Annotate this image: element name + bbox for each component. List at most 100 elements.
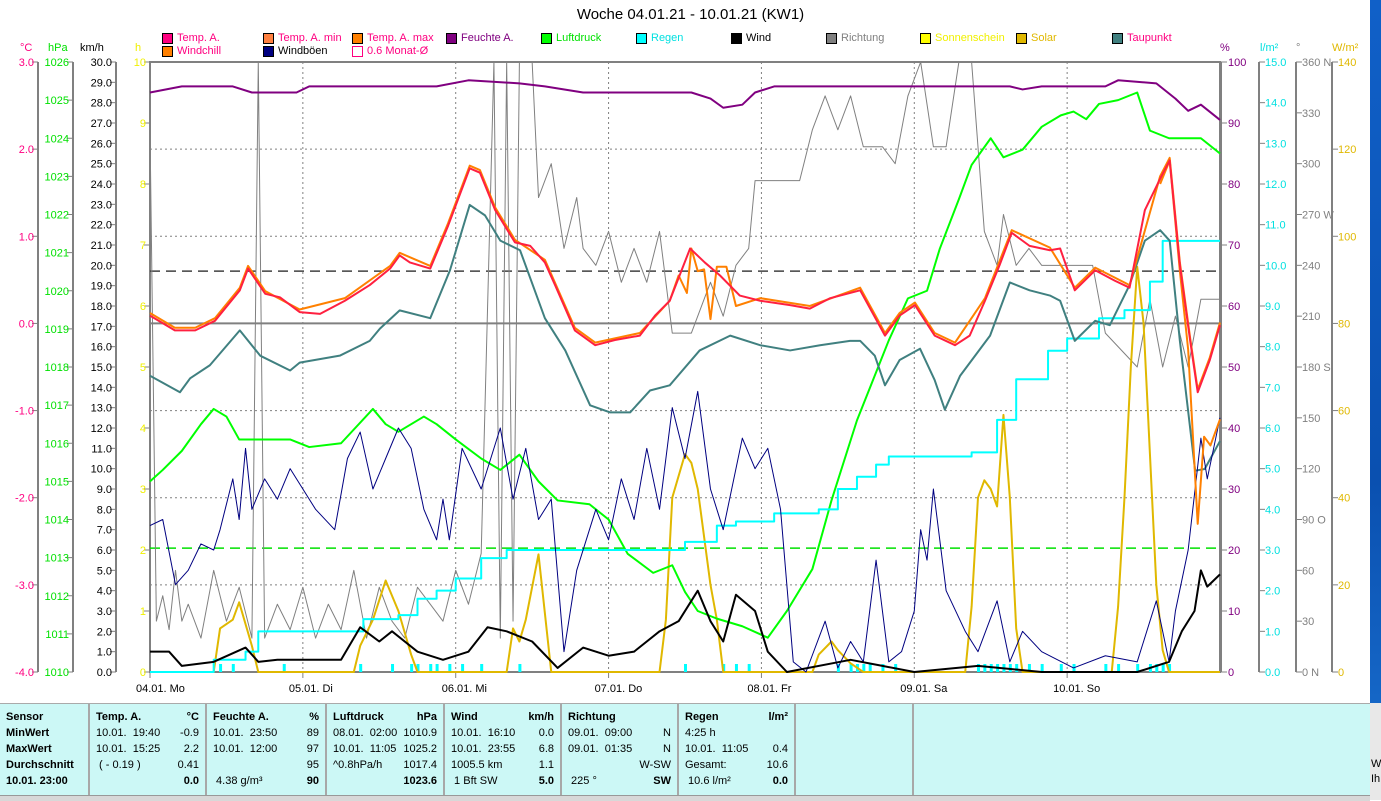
- table-row: 10.01. 11:05 1025.2: [333, 743, 437, 759]
- rain-event-bar: [410, 664, 414, 672]
- axis-unit-temp: °C: [20, 42, 33, 54]
- table-row: 10.01. 16:10 0.0: [451, 727, 554, 743]
- axis-tick-label: 1: [140, 606, 146, 618]
- axis-tick-label: 2.0: [97, 626, 112, 638]
- table-cell-label: MaxWert: [6, 743, 52, 755]
- table-row: MaxWert: [6, 743, 82, 759]
- axis-tick-label: 10.0: [91, 464, 112, 476]
- axis-tick-label: 360 N: [1302, 57, 1331, 69]
- axis-tick-label: -2.0: [15, 493, 34, 505]
- legend-label: 0.6 Monat-Ø: [367, 45, 429, 57]
- legend-label: Sonnenschein: [935, 32, 1005, 44]
- table-row: 09.01. 09:00 N: [568, 727, 671, 743]
- legend-swatch: [1112, 32, 1123, 44]
- table-cell-value: 0.41: [177, 759, 199, 771]
- table-row: W-SW: [568, 759, 671, 775]
- rain-event-bar: [862, 664, 866, 672]
- edge-text-1: W: [1371, 758, 1381, 770]
- axis-tick-label: 1010: [45, 667, 69, 679]
- table-row: Temp. A. °C: [96, 711, 199, 727]
- table-column: Regen l/m² 4:25 h 10.01. 11:05 0.4 Gesamt: 10.…: [679, 704, 796, 796]
- table-cell-label: Feuchte A.: [213, 711, 269, 723]
- axis-tick-label: 1014: [45, 515, 69, 527]
- table-cell-label: 10.6 l/m²: [685, 775, 731, 787]
- axis-tick-label: 140: [1338, 57, 1356, 69]
- axis-tick-label: 70: [1228, 240, 1240, 252]
- table-cell-label: Regen: [685, 711, 719, 723]
- table-cell-value: 5.0: [538, 775, 554, 787]
- legend-item: Temp. A.: [162, 32, 220, 44]
- axis-tick-label: 1.0: [97, 647, 112, 659]
- axis-tick-label: 7: [140, 240, 146, 252]
- axis-tick-label: 120: [1338, 144, 1356, 156]
- table-cell-label: 1 Bft SW: [451, 775, 498, 787]
- table-row: 10.01. 23:55 6.8: [451, 743, 554, 759]
- table-row: 10.01. 23:50 89: [213, 727, 319, 743]
- axis-tick-label: 1023: [45, 171, 69, 183]
- axis-tick-label: 2: [140, 545, 146, 557]
- axis-tick-label: 15.0: [1265, 57, 1286, 69]
- table-row: Richtung: [568, 711, 671, 727]
- axis-tick-label: 60: [1228, 301, 1240, 313]
- axis-tick-label: 0: [1228, 667, 1234, 679]
- table-cell-label: 08.01. 02:00: [333, 727, 398, 739]
- table-cell-label: ^0.8hPa/h: [333, 759, 383, 771]
- axis-tick-label: 0.0: [19, 318, 34, 330]
- legend-item: Sonnenschein: [920, 32, 1005, 44]
- table-cell-label: Temp. A.: [96, 711, 142, 723]
- chart-title: Woche 04.01.21 - 10.01.21 (KW1): [576, 6, 805, 23]
- table-row: 4.38 g/m³ 90: [213, 775, 319, 791]
- legend-swatch: [263, 32, 274, 44]
- table-cell-label: 10.01. 16:10: [451, 727, 516, 739]
- axis-tick-label: 9.0: [1265, 301, 1280, 313]
- rain-event-bar: [1059, 664, 1063, 672]
- table-column: [796, 704, 914, 796]
- table-row: Luftdruck hPa: [333, 711, 437, 727]
- x-tick-label: 07.01. Do: [595, 683, 643, 695]
- axis-tick-label: 0.0: [1265, 667, 1280, 679]
- legend-swatch: [541, 32, 552, 44]
- axis-tick-label: 13.0: [91, 403, 112, 415]
- table-cell-label: ( - 0.19 ): [96, 759, 141, 771]
- axis-tick-label: 18.0: [91, 301, 112, 313]
- axis-tick-label: 30.0: [91, 57, 112, 69]
- axis-tick-label: 12.0: [91, 423, 112, 435]
- legend-label: Temp. A. max: [367, 32, 434, 44]
- table-column: Feuchte A.% 10.01. 23:50 89 10.01. 12:00 97 9…: [207, 704, 327, 796]
- axis-tick-label: 7.0: [1265, 382, 1280, 394]
- axis-tick-label: 1017: [45, 400, 69, 412]
- axis-tick-label: 11.0: [91, 443, 112, 455]
- series-feuchte-a-: [149, 79, 1221, 121]
- table-cell-value: 1010.9: [403, 727, 437, 739]
- legend-label: Richtung: [841, 32, 885, 44]
- axis-tick-label: 0: [1338, 667, 1344, 679]
- axis-tick-label: 30: [1228, 484, 1240, 496]
- axis-tick-label: 20: [1338, 580, 1350, 592]
- x-tick-label: 04.01. Mo: [136, 683, 185, 695]
- table-cell-value: SW: [653, 775, 671, 787]
- table-cell-label: MinWert: [6, 727, 50, 739]
- table-cell-value: N: [663, 743, 671, 755]
- legend-item: Regen: [636, 32, 683, 44]
- legend-swatch: [636, 32, 647, 44]
- table-cell-value: 95: [306, 759, 319, 771]
- table-row: 10.6 l/m² 0.0: [685, 775, 788, 791]
- rain-event-bar: [461, 664, 465, 672]
- table-cell-label: Wind: [451, 711, 478, 723]
- table-cell-label: 09.01. 01:35: [568, 743, 633, 755]
- table-cell-value: -0.9: [180, 727, 199, 739]
- legend-swatch: [446, 32, 457, 44]
- table-row: 4:25 h: [685, 727, 788, 743]
- axis-unit-solar: W/m²: [1332, 42, 1359, 54]
- axis-tick-label: 6.0: [1265, 423, 1280, 435]
- table-row: Gesamt: 10.6: [685, 759, 788, 775]
- rain-event-bar: [1040, 664, 1044, 672]
- axis-tick-label: 1011: [45, 629, 69, 641]
- table-column: Luftdruck hPa 08.01. 02:00 1010.9 10.01. 11:…: [327, 704, 445, 796]
- axis-tick-label: 1024: [45, 133, 69, 145]
- legend-swatch: [920, 32, 931, 44]
- legend-item: Temp. A. min: [263, 32, 342, 44]
- legend-label: Temp. A. min: [278, 32, 342, 44]
- axis-tick-label: 1025: [45, 95, 69, 107]
- legend-label: Wind: [746, 32, 772, 44]
